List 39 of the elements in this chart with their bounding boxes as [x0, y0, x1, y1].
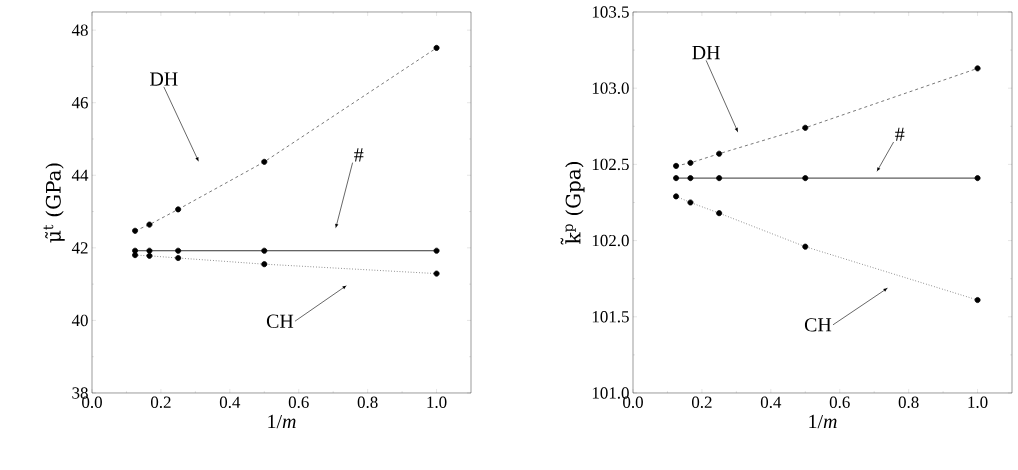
x-tick-label: 0.6	[288, 396, 309, 408]
y-tick-label: 101.5	[592, 311, 629, 323]
x-tick-label: 1.0	[427, 396, 447, 408]
annotation: CH	[804, 318, 832, 332]
y-tick-label: 42	[71, 242, 88, 254]
y-tick-label: 48	[71, 24, 88, 36]
y-tick-label: 44	[71, 169, 89, 181]
point	[175, 247, 182, 254]
x-tick-label: 0.4	[760, 396, 782, 408]
point	[974, 175, 981, 182]
point	[261, 247, 268, 254]
y-tick-label: 102.5	[592, 158, 629, 171]
x-tick-label: 0.8	[357, 396, 378, 408]
x-tick-label: 0.4	[219, 396, 241, 408]
y-tick-label: 40	[71, 314, 88, 327]
y-axis-title: k̃$^{p}$ (Gpa)	[560, 162, 585, 245]
annotation: DH	[692, 46, 720, 60]
annotation: #	[354, 148, 364, 162]
y-tick-label: 103.0	[592, 82, 629, 94]
x-axis-title: 1/m	[809, 414, 837, 429]
x-tick-label: 0.8	[898, 396, 919, 408]
x-tick-label: 0.2	[691, 396, 712, 408]
annotation: CH	[266, 314, 294, 328]
y-tick-label: 46	[71, 97, 88, 109]
point	[716, 175, 723, 182]
y-tick-label: 103.5	[592, 6, 629, 18]
point	[687, 175, 694, 182]
point	[433, 247, 440, 254]
x-tick-label: 0.2	[150, 396, 171, 408]
y-tick-label: 102.0	[592, 234, 629, 247]
point	[802, 175, 809, 182]
point	[146, 247, 153, 254]
x-tick-label: 1.0	[968, 396, 988, 408]
x-axis-title: 1/m	[268, 414, 296, 429]
annotation: #	[895, 127, 905, 141]
y-axis-title: μ̃$^{t}$ (GPa)	[43, 163, 65, 243]
annotation: DH	[150, 72, 178, 86]
point	[673, 175, 680, 182]
x-tick-label: 0.6	[829, 396, 850, 408]
